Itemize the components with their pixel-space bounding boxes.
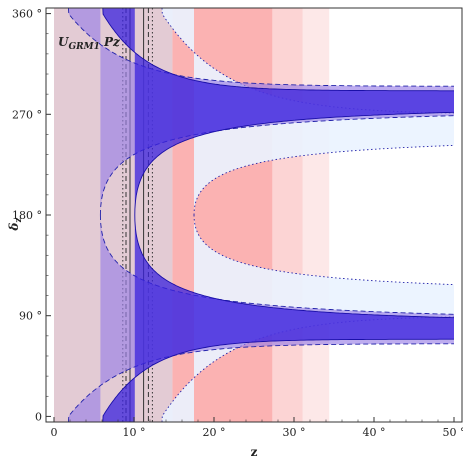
dashed-region-lower-inner-edge [99, 214, 455, 315]
dotted-region-lower-outer-edge [161, 316, 455, 422]
solid-region-lower-inner-edge [134, 214, 455, 319]
x-tick-label-1: 10 ° [123, 426, 146, 439]
solid-region-lower [102, 215, 455, 422]
x-axis-label: z [251, 445, 258, 459]
ticks-layer: 0 10 ° 20 ° 30 ° 40 ° 50 ° 0 90 ° 180 ° 270 ° 360 … [12, 8, 463, 439]
y-tick-label-1: 90 ° [19, 310, 42, 323]
x-tick-label-0: 0 [51, 426, 58, 439]
solid-region-upper [102, 8, 455, 215]
dashed-region-upper-outer-edge [67, 8, 454, 87]
pink-band-4 [302, 8, 330, 422]
x-tick-label-2: 20 ° [203, 426, 226, 439]
y-axis-label-main: δ [7, 223, 21, 232]
panel-label-main: U [58, 35, 70, 49]
plot-border [45, 7, 463, 423]
y-tick-label-0: 0 [35, 410, 42, 423]
dashed-region-lower-outer-edge [67, 343, 454, 422]
solid-region-upper-inner-edge [134, 111, 455, 216]
solid-region-lower-outer-edge [102, 338, 454, 422]
y-tick-label-2: 180 ° [12, 209, 42, 222]
dotted-region-upper-outer-edge [161, 8, 455, 114]
dotted-region-lower-inner-edge [193, 214, 455, 286]
y-axis-label-sub: z [14, 217, 24, 222]
bands-layer [54, 8, 330, 422]
solid-region-upper-outer-edge [102, 8, 454, 92]
y-axis-label: δz [7, 217, 24, 231]
regions-layer [67, 8, 455, 422]
y-tick-label-4: 360 ° [12, 8, 42, 21]
pink-band-3 [272, 8, 303, 422]
panel-label: UGRM1 Pz [58, 35, 121, 52]
dotted-region-upper-inner-edge [193, 144, 455, 216]
pink-band-2 [172, 8, 273, 422]
dashed-region-upper-inner-edge [99, 115, 455, 216]
x-tick-label-5: 50 ° [443, 426, 463, 439]
y-tick-label-3: 270 ° [12, 108, 42, 121]
x-tick-label-4: 40 ° [363, 426, 386, 439]
panel-label-sub: GRM1 [68, 42, 99, 52]
x-tick-label-3: 30 ° [283, 426, 306, 439]
panel-label-suffix: Pz [100, 35, 121, 49]
